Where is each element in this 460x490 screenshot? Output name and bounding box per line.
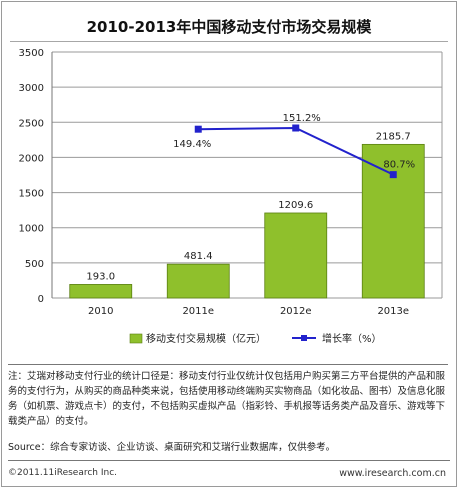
copyright-text: ©2011.11iResearch Inc. bbox=[8, 468, 118, 478]
y-tick-label: 3500 bbox=[19, 48, 44, 59]
x-tick-label: 2012e bbox=[280, 306, 312, 317]
y-tick-label: 500 bbox=[25, 259, 44, 270]
title-divider bbox=[10, 41, 448, 42]
source-note: Source：综合专家访谈、企业访谈、桌面研究和艾瑞行业数据库，仅供参考。 bbox=[8, 442, 336, 453]
bar bbox=[264, 212, 328, 299]
bar bbox=[361, 143, 425, 299]
bar bbox=[166, 263, 230, 299]
y-tick-label: 1000 bbox=[19, 224, 44, 235]
y-tick-label: 2500 bbox=[19, 118, 44, 129]
bar-series bbox=[69, 143, 425, 299]
website-link[interactable]: www.iresearch.com.cn bbox=[339, 468, 446, 479]
x-tick-label: 2010 bbox=[88, 306, 113, 317]
x-tick-label: 2011e bbox=[182, 306, 214, 317]
x-tick-label: 2013e bbox=[377, 306, 409, 317]
growth-point bbox=[389, 171, 397, 179]
bar-data-label: 481.4 bbox=[184, 251, 213, 262]
legend-swatch-bar bbox=[129, 333, 143, 344]
growth-point bbox=[194, 125, 202, 133]
y-axis-ticks: 0 500 1000 1500 2000 2500 3000 3500 bbox=[19, 48, 44, 305]
y-tick-label: 3000 bbox=[19, 83, 44, 94]
bar-data-labels: 193.0 481.4 1209.6 2185.7 bbox=[86, 131, 410, 282]
bar bbox=[69, 284, 133, 299]
x-axis-ticks: 2010 2011e 2012e 2013e bbox=[88, 306, 409, 317]
growth-data-label: 151.2% bbox=[283, 113, 321, 124]
legend-label-line: 增长率（%） bbox=[322, 332, 382, 345]
legend-label-bar: 移动支付交易规模（亿元） bbox=[146, 332, 266, 345]
bar-data-label: 1209.6 bbox=[278, 200, 313, 211]
footer-divider bbox=[8, 460, 450, 461]
y-tick-label: 1500 bbox=[19, 189, 44, 200]
chart-legend: 移动支付交易规模（亿元） 增长率（%） bbox=[129, 332, 382, 345]
y-tick-label: 0 bbox=[38, 294, 44, 305]
chart-title: 2010-2013年中国移动支付市场交易规模 bbox=[86, 18, 372, 36]
growth-line-series: 149.4% 151.2% 80.7% bbox=[173, 113, 415, 179]
bar-data-label: 2185.7 bbox=[376, 131, 411, 142]
bar-data-label: 193.0 bbox=[86, 271, 115, 282]
chart-notes: 注：艾瑞对移动支付行业的统计口径是：移动支付行业仅统计仅包括用户购买第三方平台提… bbox=[8, 364, 448, 429]
y-tick-label: 2000 bbox=[19, 153, 44, 164]
growth-data-label: 80.7% bbox=[383, 160, 415, 171]
legend-swatch-marker bbox=[301, 335, 307, 341]
growth-data-label: 149.4% bbox=[173, 139, 211, 150]
growth-point bbox=[292, 124, 300, 132]
